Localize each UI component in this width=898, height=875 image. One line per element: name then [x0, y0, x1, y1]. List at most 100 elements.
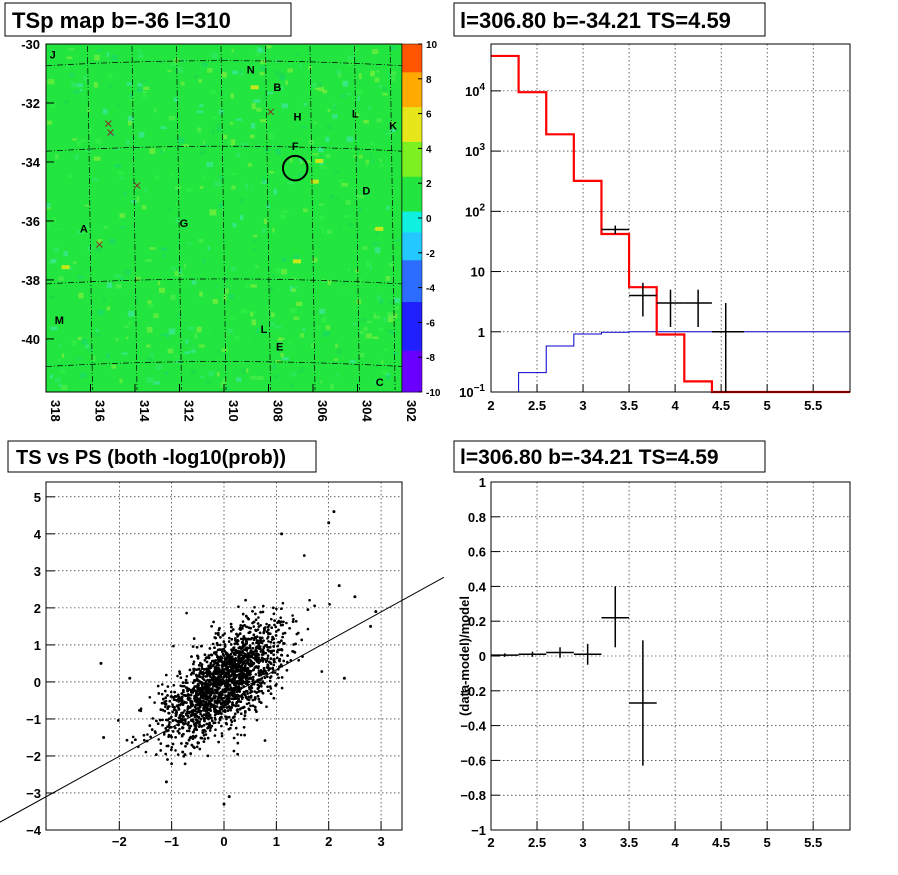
- map-heat-cell: [141, 205, 147, 210]
- map-heat-cell: [71, 340, 77, 346]
- map-heat-cell: [220, 381, 224, 388]
- scatter-point: [166, 694, 169, 697]
- scatter-point: [272, 696, 276, 700]
- scatter-point: [225, 722, 228, 726]
- map-heat-cell: [369, 151, 373, 158]
- scatter-point: [191, 645, 195, 648]
- map-heat-cell: [142, 93, 147, 98]
- scatter-point: [237, 686, 240, 690]
- map-heat-cell: [137, 82, 143, 87]
- scatter-point: [224, 674, 227, 678]
- scatter-point: [253, 696, 257, 699]
- map-heat-cell: [50, 259, 57, 263]
- map-heat-cell: [321, 317, 327, 323]
- scatter-point: [226, 680, 229, 684]
- map-heat-cell: [211, 116, 218, 119]
- spectrum-model-line: [491, 54, 850, 394]
- scatter-point: [178, 731, 181, 735]
- map-heat-cell: [251, 187, 254, 191]
- scatter-point: [244, 710, 247, 713]
- map-heat-cell: [227, 140, 232, 144]
- scatter-point: [167, 711, 171, 715]
- map-heat-cell: [247, 162, 253, 167]
- map-heat-cell: [94, 332, 101, 337]
- scatter-point: [215, 682, 219, 686]
- scatter-point: [223, 702, 226, 706]
- scatter-point: [222, 681, 225, 685]
- scatter-point: [180, 698, 184, 701]
- scatter-point: [249, 655, 253, 659]
- residual-y-tick-label: 0.6: [468, 545, 486, 560]
- map-heat-cell: [78, 336, 82, 341]
- map-heat-cell: [47, 223, 50, 227]
- map-heat-cell: [266, 204, 270, 208]
- map-heat-cell: [198, 127, 202, 133]
- map-heat-cell: [300, 162, 303, 165]
- colorbar-segment: [402, 371, 422, 379]
- scatter-point: [228, 668, 232, 672]
- scatter-point: [250, 650, 253, 653]
- map-source-label: M: [55, 315, 64, 327]
- scatter-point: [170, 748, 173, 752]
- residual-y-tick-label: 1: [479, 475, 486, 490]
- map-heat-cell: [157, 281, 161, 286]
- scatter-point: [173, 690, 176, 694]
- scatter-point: [183, 753, 187, 756]
- scatter-point: [213, 734, 217, 737]
- map-heat-cell: [146, 377, 154, 383]
- scatter-point: [237, 646, 241, 650]
- scatter-point: [199, 712, 202, 716]
- map-heat-cell: [146, 326, 153, 333]
- map-heat-cell: [392, 352, 399, 355]
- scatter-point: [205, 660, 209, 664]
- scatter-point: [237, 633, 240, 637]
- map-parallel-line: [45, 60, 403, 67]
- map-heat-cell: [57, 227, 60, 230]
- map-heat-cell: [129, 93, 133, 99]
- scatter-point: [206, 698, 209, 701]
- map-heat-hotspot: [250, 85, 259, 90]
- scatter-title: TS vs PS (both -log10(prob)): [16, 447, 286, 469]
- scatter-y-axis: −4 −3 −2 −1 0 1 2 3 4 5: [26, 490, 55, 838]
- map-heat-cell: [199, 291, 203, 297]
- scatter-point: [256, 622, 260, 625]
- scatter-y-tick-label: −4: [26, 823, 42, 838]
- map-heat-hotspot: [375, 226, 384, 231]
- map-heat-cell: [184, 351, 191, 354]
- scatter-point: [233, 697, 236, 700]
- map-heat-cell: [232, 222, 237, 228]
- scatter-point: [220, 724, 223, 728]
- scatter-point: [186, 681, 189, 684]
- scatter-point: [186, 693, 190, 696]
- map-heat-cell: [253, 99, 261, 103]
- scatter-point: [202, 686, 205, 690]
- map-heat-cell: [275, 359, 281, 363]
- map-heat-cell: [186, 187, 193, 192]
- scatter-point: [247, 656, 250, 659]
- scatter-point: [243, 717, 246, 721]
- scatter-point: [206, 686, 210, 689]
- map-heat-cell: [314, 87, 321, 90]
- map-heat-cell: [120, 276, 125, 280]
- scatter-point: [239, 624, 242, 627]
- scatter-point: [269, 657, 273, 661]
- scatter-point: [272, 663, 276, 667]
- map-heat-cell: [368, 106, 372, 110]
- scatter-point: [168, 725, 171, 729]
- scatter-point: [184, 745, 187, 748]
- scatter-point: [195, 745, 199, 749]
- scatter-point: [155, 753, 158, 756]
- scatter-point: [222, 705, 226, 709]
- scatter-point: [260, 701, 263, 704]
- scatter-point: [214, 659, 217, 662]
- map-heat-cell: [73, 90, 80, 94]
- scatter-point: [212, 620, 215, 624]
- scatter-point: [192, 745, 195, 749]
- scatter-point: [215, 653, 218, 656]
- scatter-point: [202, 700, 206, 704]
- map-heat-cell: [356, 89, 363, 95]
- scatter-point: [218, 708, 222, 712]
- map-heat-cell: [61, 353, 65, 358]
- scatter-point: [191, 711, 194, 714]
- scatter-point: [257, 684, 261, 688]
